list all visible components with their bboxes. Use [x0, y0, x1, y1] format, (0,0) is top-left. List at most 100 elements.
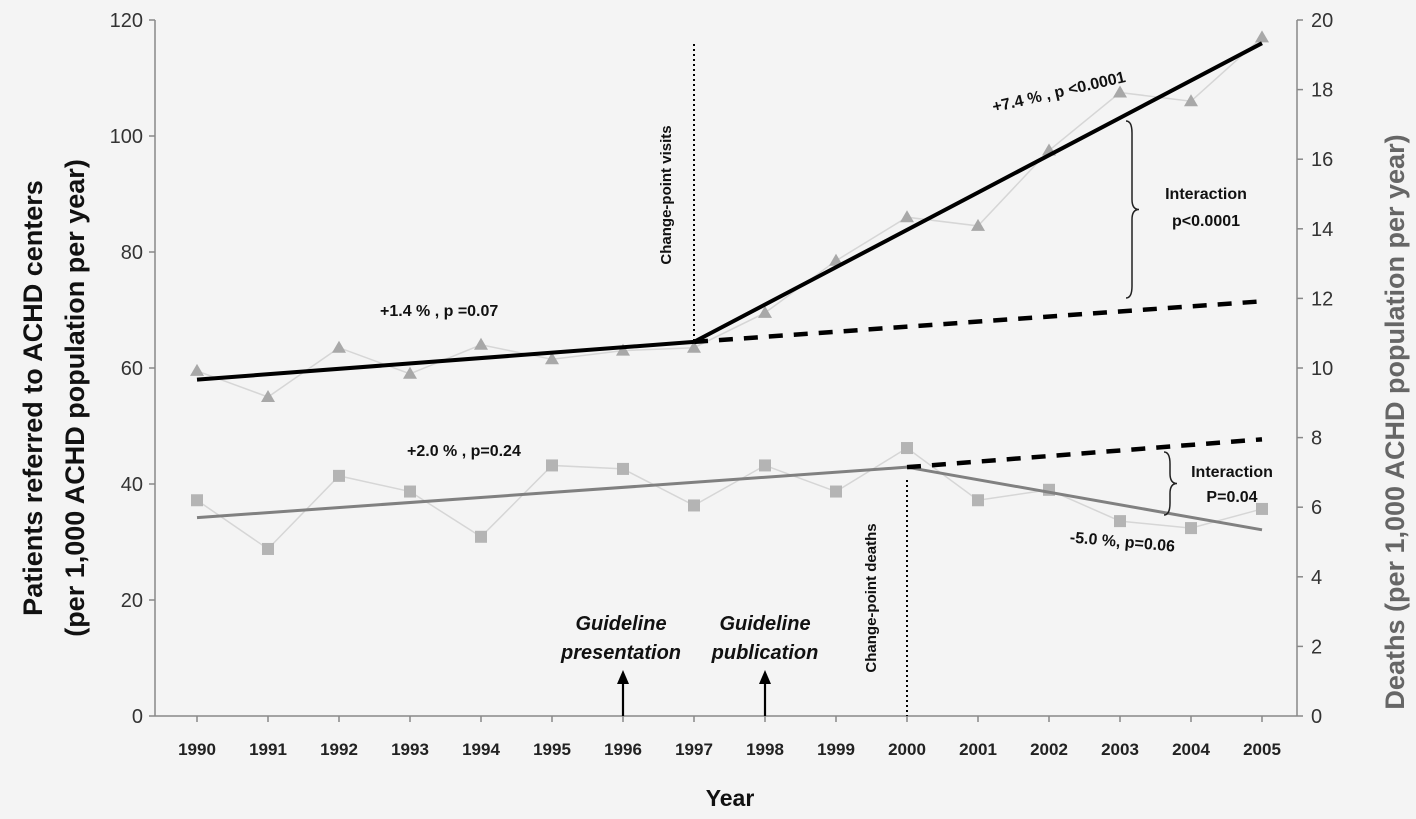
y-right-tick-label: 16 [1311, 149, 1333, 171]
visits-point [1184, 94, 1198, 107]
deaths-trend-solid-line [196, 465, 908, 520]
change-point-visits-label: Change-point visits [658, 125, 675, 264]
y-right-tick-label: 10 [1311, 358, 1333, 380]
deaths-pre-trend-label: +2.0 % , p=0.24 [407, 443, 521, 460]
x-tick-label: 1998 [746, 740, 784, 759]
overlays-group [617, 44, 1178, 716]
deaths-point [191, 494, 203, 507]
guideline-arrow-head [617, 670, 629, 684]
x-tick-label: 2005 [1243, 740, 1281, 759]
deaths-point [262, 542, 274, 555]
deaths-point [759, 459, 771, 472]
visits-pre-trend-label: +1.4 % , p =0.07 [380, 303, 498, 320]
deaths-trend-dashed-line [906, 437, 1263, 470]
y-right-tick-label: 12 [1311, 288, 1333, 310]
y-right-tick-label: 6 [1311, 497, 1322, 519]
guideline-publication-label-line2: publication [711, 642, 819, 664]
deaths-point [617, 462, 629, 475]
y-left-tick-label: 40 [121, 474, 143, 496]
y-left-tick-label: 20 [121, 590, 143, 612]
deaths-post-trend-label: -5.0 %, p=0.06 [1069, 529, 1176, 555]
x-tick-label: 1995 [533, 740, 571, 759]
visits-point [829, 253, 843, 266]
y-right-tick-label: 20 [1311, 10, 1333, 32]
visits-point [403, 366, 417, 379]
deaths-point [1114, 515, 1126, 528]
deaths-point [1185, 522, 1197, 535]
x-tick-label: 1996 [604, 740, 642, 759]
visits-point [1255, 30, 1269, 43]
markers-group [190, 30, 1269, 555]
deaths-point [475, 530, 487, 543]
y-left-tick-label: 80 [121, 242, 143, 264]
x-tick-label: 2000 [888, 740, 926, 759]
deaths-interaction-p: P=0.04 [1206, 489, 1257, 506]
deaths-point [546, 459, 558, 472]
x-tick-label: 1994 [462, 740, 500, 759]
y-axis-left-label-line1: Patients referred to ACHD centers [18, 180, 48, 616]
visits-point [687, 340, 701, 353]
y-axis-right-label: Deaths (per 1,000 ACHD population per ye… [1380, 134, 1410, 709]
visits-point [971, 218, 985, 231]
y-right-tick-label: 14 [1311, 219, 1333, 241]
visits-point [900, 210, 914, 223]
deaths-point [1256, 502, 1268, 515]
guideline-arrow-head [759, 670, 771, 684]
deaths-point [830, 485, 842, 498]
visits-point [616, 343, 630, 356]
y-right-tick-label: 2 [1311, 636, 1322, 658]
deaths-interaction-brace [1163, 451, 1178, 516]
visits-point [758, 305, 772, 318]
x-tick-label: 1990 [178, 740, 216, 759]
visits-trend-solid-line [196, 339, 695, 382]
y-left-tick-label: 0 [132, 706, 143, 728]
visits-trend-solid-line [693, 41, 1263, 344]
x-tick-label: 2001 [959, 740, 997, 759]
x-tick-label: 2003 [1101, 740, 1139, 759]
visits-post-trend-label: +7.4 % , p <0.0001 [991, 69, 1128, 116]
visits-point [190, 363, 204, 376]
deaths-point [688, 499, 700, 512]
guideline-presentation-label-line2: presentation [560, 642, 681, 664]
change-point-deaths-label: Change-point deaths [863, 523, 880, 672]
y-right-tick-label: 18 [1311, 80, 1333, 102]
visits-point [1113, 85, 1127, 98]
y-axis-left-label-line2: (per 1,000 ACHD population per year) [60, 159, 90, 637]
y-left-tick-label: 60 [121, 358, 143, 380]
visits-point [474, 337, 488, 350]
x-tick-label: 2004 [1172, 740, 1210, 759]
x-tick-label: 1997 [675, 740, 713, 759]
y-right-tick-label: 4 [1311, 567, 1322, 589]
visits-interaction-label: Interaction [1165, 186, 1247, 203]
visits-point [332, 340, 346, 353]
x-tick-label: 1991 [249, 740, 287, 759]
visits-point [261, 390, 275, 402]
deaths-point [901, 442, 913, 455]
guideline-publication-label-line1: Guideline [719, 613, 810, 635]
visits-interaction-p: p<0.0001 [1172, 213, 1240, 230]
guideline-presentation-label-line1: Guideline [575, 613, 666, 635]
y-right-tick-label: 8 [1311, 428, 1322, 450]
x-tick-label: 1992 [320, 740, 358, 759]
visits-series-line [196, 36, 1263, 398]
deaths-trend-solid-line [906, 465, 1263, 532]
visits-interaction-brace [1125, 120, 1140, 299]
x-tick-label: 2002 [1030, 740, 1068, 759]
visits-trend-dashed-line [693, 299, 1263, 345]
axes-group: 0 20 40 60 80 100 120 0 2 4 6 8 10 12 14 16 18 20 1990 1991… [110, 10, 1334, 759]
x-tick-label: 1999 [817, 740, 855, 759]
deaths-point [972, 494, 984, 507]
deaths-point [404, 485, 416, 498]
x-axis-label: Year [706, 785, 755, 811]
y-left-tick-label: 100 [110, 126, 143, 148]
trend-lines-group [196, 41, 1263, 532]
deaths-point [333, 469, 345, 482]
deaths-series-line [196, 447, 1263, 550]
y-left-tick-label: 120 [110, 10, 143, 32]
deaths-interaction-label: Interaction [1191, 464, 1273, 481]
visits-point [545, 352, 559, 365]
y-right-tick-label: 0 [1311, 706, 1322, 728]
x-tick-label: 1993 [391, 740, 429, 759]
